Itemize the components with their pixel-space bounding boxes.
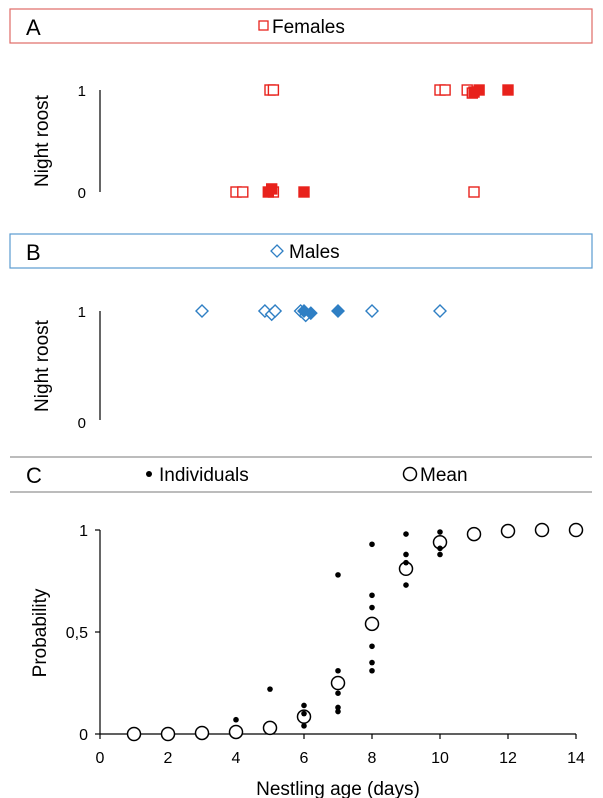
mean-point — [568, 522, 584, 538]
panel-b-letter: B — [26, 240, 41, 265]
female-filled-square-point — [298, 186, 310, 198]
panel-b-ylabel: Night roost — [32, 319, 53, 412]
female-open-square-point — [439, 84, 451, 96]
individual-point — [437, 545, 443, 552]
male-filled-diamond-point — [303, 306, 318, 321]
individual-point — [335, 704, 341, 711]
individual-point — [335, 572, 341, 578]
mean-point — [194, 725, 210, 741]
mean-point — [228, 724, 244, 740]
female-open-square-point — [468, 186, 480, 198]
legend-open-circle-marker — [402, 466, 418, 482]
legend-label-females: Females — [272, 17, 345, 38]
individual-point — [437, 529, 443, 535]
panel-c-letter: C — [26, 463, 42, 488]
individual-point — [369, 659, 375, 666]
individual-point — [233, 716, 239, 723]
panel-a-ytick-0: 0 — [78, 185, 86, 202]
panel-c-xlabel: Nestling age (days) — [256, 779, 420, 798]
female-open-square-point — [237, 186, 249, 198]
panel-b-marks — [195, 304, 447, 323]
individual-point — [369, 604, 375, 611]
mean-point — [126, 726, 142, 742]
male-open-diamond-point — [268, 304, 283, 318]
panel-b: B Males 1 0 Night roost — [9, 233, 593, 432]
individual-point — [369, 541, 375, 548]
panel-c-axes: 0 2 4 6 8 10 12 14 0 0,5 1 — [66, 523, 585, 767]
female-filled-square-point — [266, 183, 278, 195]
panel-b-ytick-0: 0 — [78, 415, 86, 432]
legend-dot-marker — [146, 471, 152, 477]
panel-c-xtick-label: 6 — [300, 750, 309, 767]
panel-c-xtick-label: 2 — [164, 750, 173, 767]
panel-b-header-box — [9, 233, 593, 269]
mean-point — [160, 726, 176, 742]
individual-point — [335, 667, 341, 674]
panel-c-ytick-label: 0,5 — [66, 625, 88, 642]
panel-c-legend: Individuals Mean — [146, 465, 468, 486]
panel-c-xtick-label: 0 — [96, 750, 105, 767]
individual-point — [335, 690, 341, 696]
individual-point — [437, 551, 443, 558]
panel-b-ytick-1: 1 — [78, 304, 86, 321]
mean-point — [364, 616, 380, 632]
panel-a: A Females 1 0 Night roost — [9, 8, 593, 202]
mean-point — [330, 675, 346, 691]
male-open-diamond-point — [433, 304, 447, 318]
panel-c-xtick-label: 14 — [567, 750, 585, 767]
individual-point — [403, 582, 409, 588]
panel-c-marks — [126, 522, 584, 742]
panel-c: C Individuals Mean 0 2 4 6 8 10 12 14 0 0,5 1 Nest… — [10, 456, 592, 798]
individual-point — [369, 643, 375, 650]
individual-point — [301, 702, 307, 709]
individual-point — [335, 708, 341, 715]
mean-point — [466, 526, 482, 542]
individual-point — [403, 531, 409, 537]
panel-c-xtick-label: 12 — [499, 750, 517, 767]
panel-a-ytick-1: 1 — [78, 83, 86, 100]
legend-label-individuals: Individuals — [159, 465, 249, 486]
panel-c-ytick-label: 0 — [79, 727, 88, 744]
panel-a-ylabel: Night roost — [32, 94, 53, 187]
female-filled-square-point — [502, 84, 514, 96]
female-filled-square-point — [473, 84, 485, 96]
panel-a-letter: A — [26, 15, 41, 40]
panel-b-legend: Males — [270, 242, 340, 263]
individual-point — [301, 723, 307, 729]
panel-c-ytick-label: 1 — [79, 523, 88, 540]
male-filled-diamond-point — [331, 304, 345, 318]
individual-point — [403, 551, 409, 558]
panel-a-legend: Females — [258, 17, 345, 38]
panel-a-header-box — [9, 8, 593, 44]
mean-point — [534, 522, 550, 538]
female-open-square-point — [267, 84, 280, 96]
individual-point — [369, 592, 375, 599]
legend-label-mean: Mean — [420, 465, 468, 486]
legend-open-square-marker — [258, 20, 269, 31]
panel-c-xtick-label: 4 — [232, 750, 241, 767]
mean-point — [262, 720, 278, 736]
individual-point — [301, 710, 307, 717]
panel-c-xtick-label: 8 — [368, 750, 377, 767]
panel-c-ylabel: Probability — [30, 588, 51, 677]
panel-c-xtick-label: 10 — [431, 750, 449, 767]
male-open-diamond-point — [365, 304, 379, 318]
individual-point — [267, 686, 273, 692]
individual-point — [403, 559, 409, 566]
male-open-diamond-point — [195, 304, 209, 318]
legend-label-males: Males — [289, 242, 340, 263]
mean-point — [500, 523, 516, 539]
panel-a-marks — [230, 84, 514, 198]
individual-point — [369, 667, 375, 674]
legend-open-diamond-marker — [270, 244, 284, 258]
